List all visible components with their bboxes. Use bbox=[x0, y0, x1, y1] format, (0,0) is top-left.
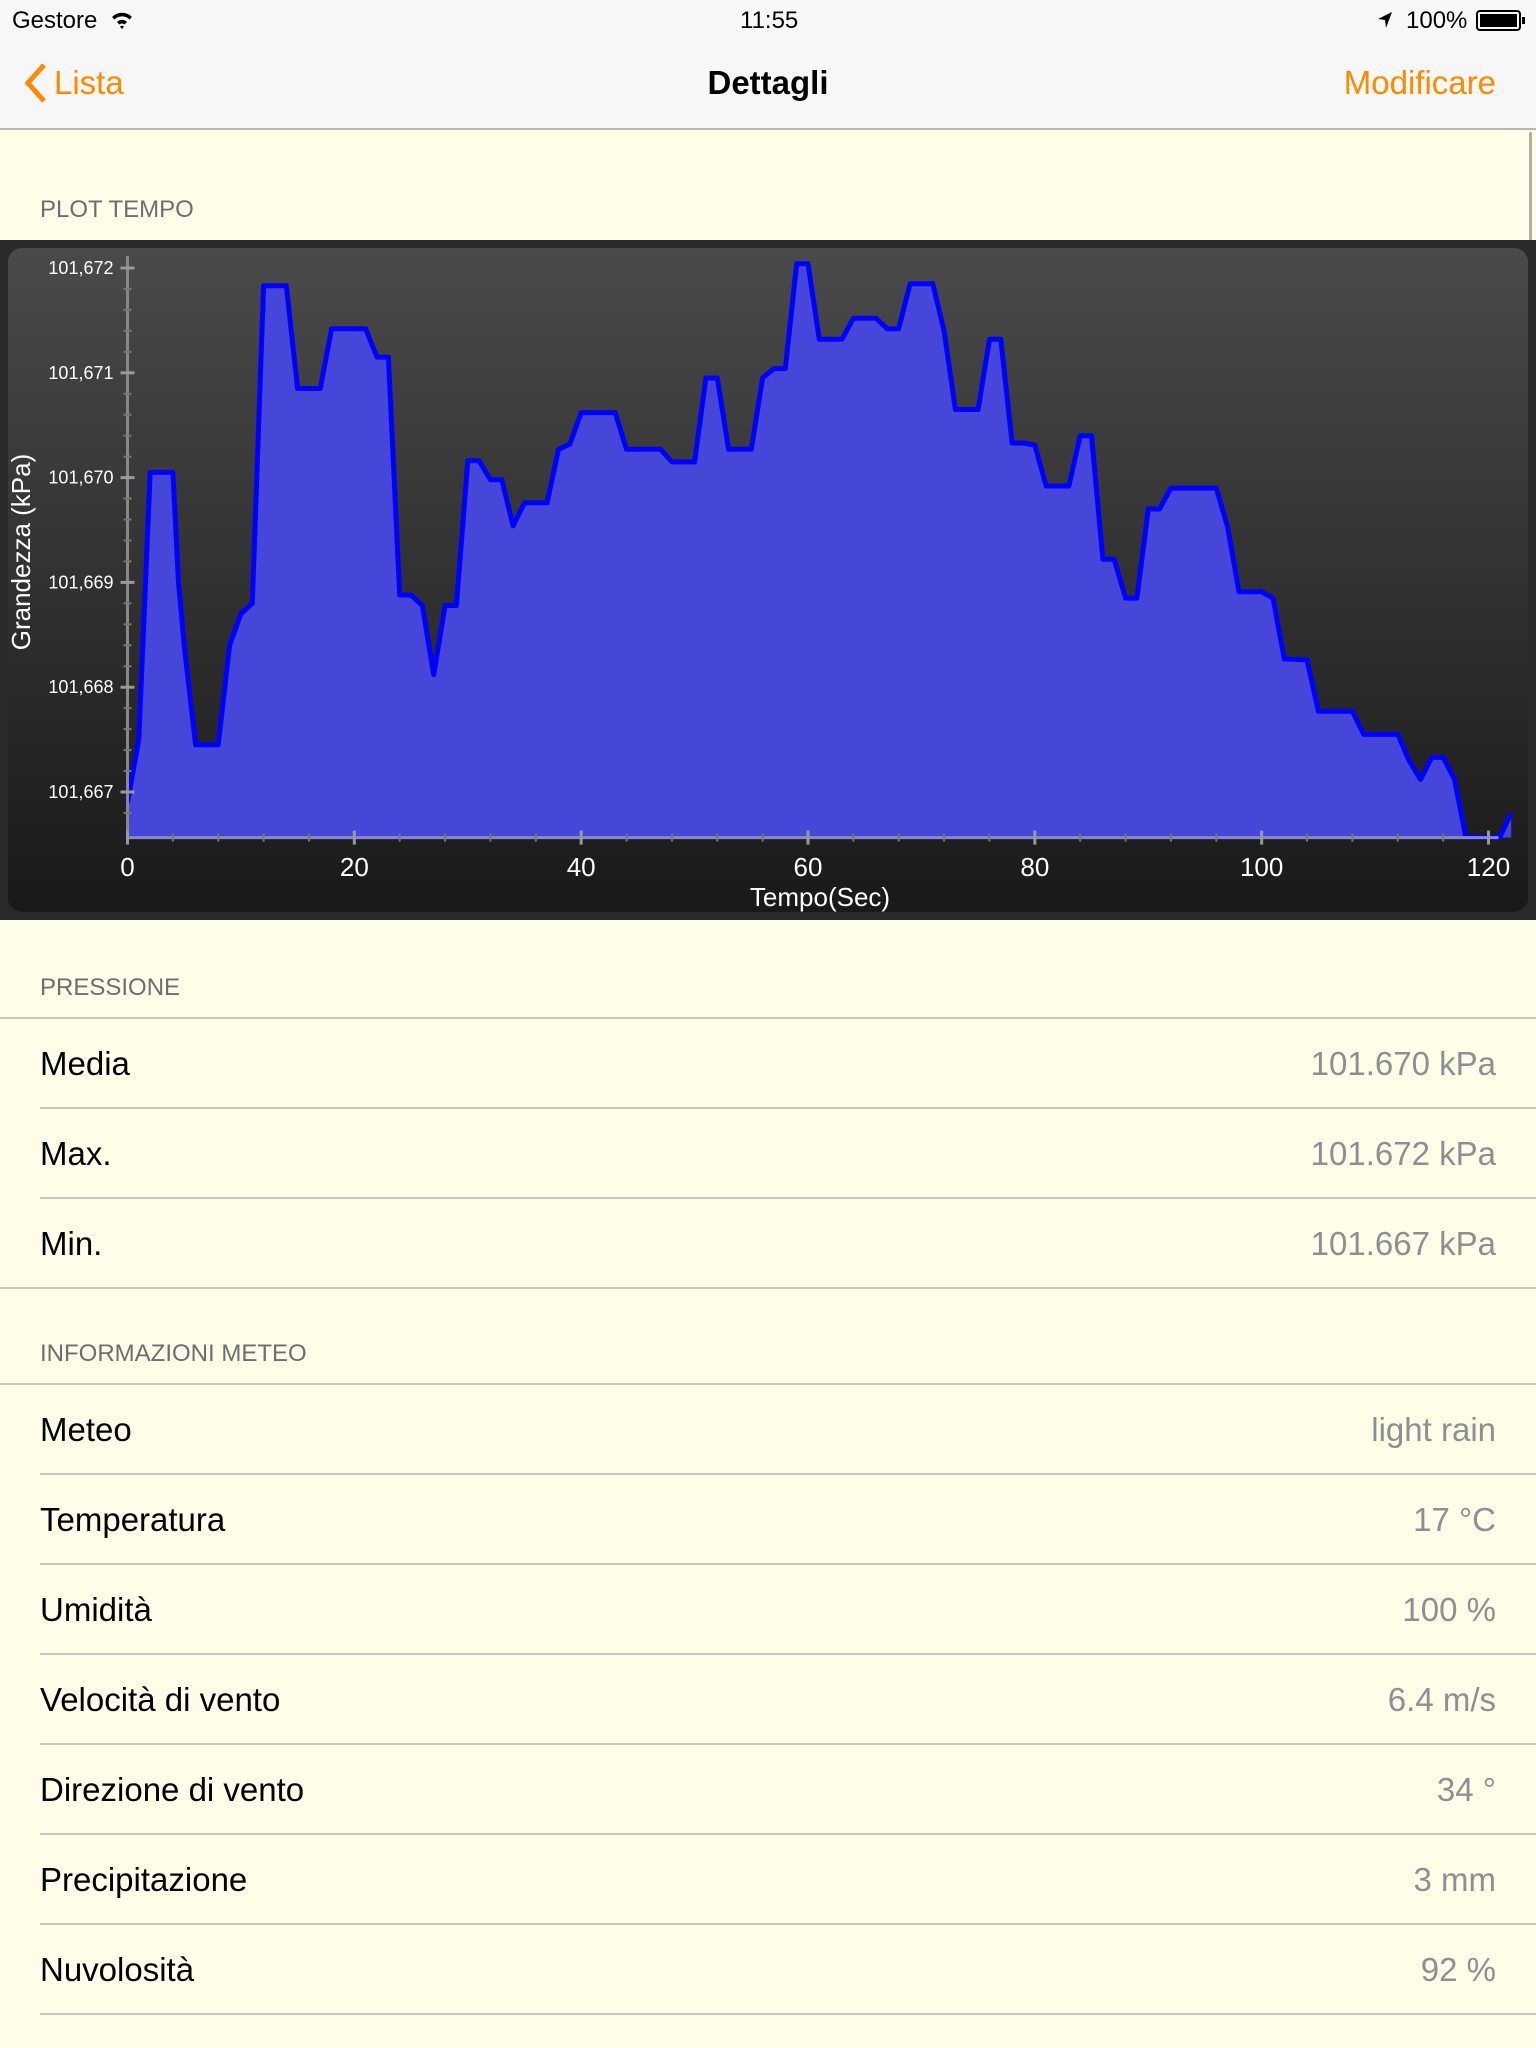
separator bbox=[40, 2013, 1536, 2015]
list-item: Umidità 100 % bbox=[0, 1565, 1536, 1655]
list-item: Precipitazione 3 mm bbox=[0, 1835, 1536, 1925]
battery-percent: 100% bbox=[1406, 7, 1468, 34]
series-line bbox=[125, 261, 1514, 840]
section-header-pressione: PRESSIONE bbox=[40, 974, 181, 1001]
scrollbar[interactable] bbox=[1529, 132, 1532, 242]
row-label: Meteo bbox=[40, 1411, 132, 1448]
y-tick-label: 101,667 bbox=[48, 782, 113, 802]
status-bar: Gestore 11:55 100% bbox=[0, 0, 1536, 40]
row-label: Media bbox=[40, 1045, 130, 1082]
separator bbox=[0, 1383, 1536, 1385]
row-value: 6.4 m/s bbox=[1387, 1681, 1496, 1718]
page-title: Dettagli bbox=[707, 64, 829, 101]
separator bbox=[40, 1473, 1536, 1475]
chevron-left-icon bbox=[24, 63, 46, 103]
x-tick-label: 100 bbox=[1240, 852, 1283, 882]
row-label: Nuvolosità bbox=[40, 1951, 195, 1988]
y-tick-label: 101,671 bbox=[48, 363, 113, 383]
separator bbox=[0, 1287, 1536, 1289]
clock: 11:55 bbox=[740, 7, 799, 34]
area-fill bbox=[127, 263, 1512, 838]
back-button[interactable]: Lista bbox=[22, 62, 124, 104]
section-header-plot: PLOT TEMPO bbox=[40, 196, 194, 223]
row-label: Max. bbox=[40, 1135, 112, 1172]
row-value: 34 ° bbox=[1436, 1771, 1496, 1808]
separator bbox=[0, 1017, 1536, 1019]
x-tick-label: 120 bbox=[1467, 852, 1510, 882]
x-tick-label: 20 bbox=[340, 852, 369, 882]
separator bbox=[40, 1653, 1536, 1655]
y-tick-label: 101,669 bbox=[48, 572, 113, 592]
row-label: Precipitazione bbox=[40, 1861, 248, 1898]
list-item: Max. 101.672 kPa bbox=[0, 1109, 1536, 1199]
x-tick-label: 80 bbox=[1020, 852, 1049, 882]
row-label: Direzione di vento bbox=[40, 1771, 305, 1808]
pressure-time-chart: 101,667 101,668 101,669 101,670 101,671 101,6… bbox=[0, 240, 1536, 920]
x-tick-label: 0 bbox=[120, 852, 134, 882]
carrier-label: Gestore bbox=[12, 7, 98, 34]
separator bbox=[40, 1743, 1536, 1745]
row-value: 17 °C bbox=[1413, 1501, 1496, 1538]
location-arrow-icon bbox=[1378, 12, 1392, 28]
x-axis-label: Tempo(Sec) bbox=[750, 882, 890, 912]
list-item: Media 101.670 kPa bbox=[0, 1019, 1536, 1109]
row-value: 100 % bbox=[1402, 1591, 1496, 1628]
separator bbox=[40, 1563, 1536, 1565]
y-tick-label: 101,670 bbox=[48, 468, 113, 488]
row-label: Min. bbox=[40, 1225, 103, 1262]
row-value: 3 mm bbox=[1413, 1861, 1497, 1898]
battery-icon bbox=[1476, 10, 1525, 31]
x-tick-label: 60 bbox=[794, 852, 823, 882]
list-item: Min. 101.667 kPa bbox=[0, 1199, 1536, 1289]
y-tick-label: 101,668 bbox=[48, 677, 113, 697]
y-axis-label: Grandezza (kPa) bbox=[6, 454, 36, 651]
separator bbox=[40, 1833, 1536, 1835]
navigation-bar: Lista Dettagli Modificare bbox=[0, 40, 1536, 130]
row-value: 101.670 kPa bbox=[1310, 1045, 1496, 1082]
row-value: light rain bbox=[1371, 1411, 1496, 1448]
y-tick-label: 101,672 bbox=[48, 258, 113, 278]
row-value: 101.667 kPa bbox=[1310, 1225, 1496, 1262]
list-item: Nuvolosità 92 % bbox=[0, 1925, 1536, 2015]
separator bbox=[40, 1107, 1536, 1109]
row-label: Umidità bbox=[40, 1591, 152, 1628]
row-value: 92 % bbox=[1420, 1951, 1496, 1988]
list-item: Temperatura 17 °C bbox=[0, 1475, 1536, 1565]
row-label: Temperatura bbox=[40, 1501, 226, 1538]
row-value: 101.672 kPa bbox=[1310, 1135, 1496, 1172]
x-tick-label: 40 bbox=[567, 852, 596, 882]
list-item: Velocità di vento 6.4 m/s bbox=[0, 1655, 1536, 1745]
wifi-icon bbox=[112, 12, 132, 30]
back-label: Lista bbox=[54, 64, 124, 101]
list-item: Meteo light rain bbox=[0, 1385, 1536, 1475]
row-label: Velocità di vento bbox=[40, 1681, 281, 1718]
list-item: Direzione di vento 34 ° bbox=[0, 1745, 1536, 1835]
separator bbox=[40, 1197, 1536, 1199]
separator bbox=[40, 1923, 1536, 1925]
section-header-meteo: INFORMAZIONI METEO bbox=[40, 1340, 307, 1367]
edit-button[interactable]: Modificare bbox=[1343, 64, 1496, 101]
